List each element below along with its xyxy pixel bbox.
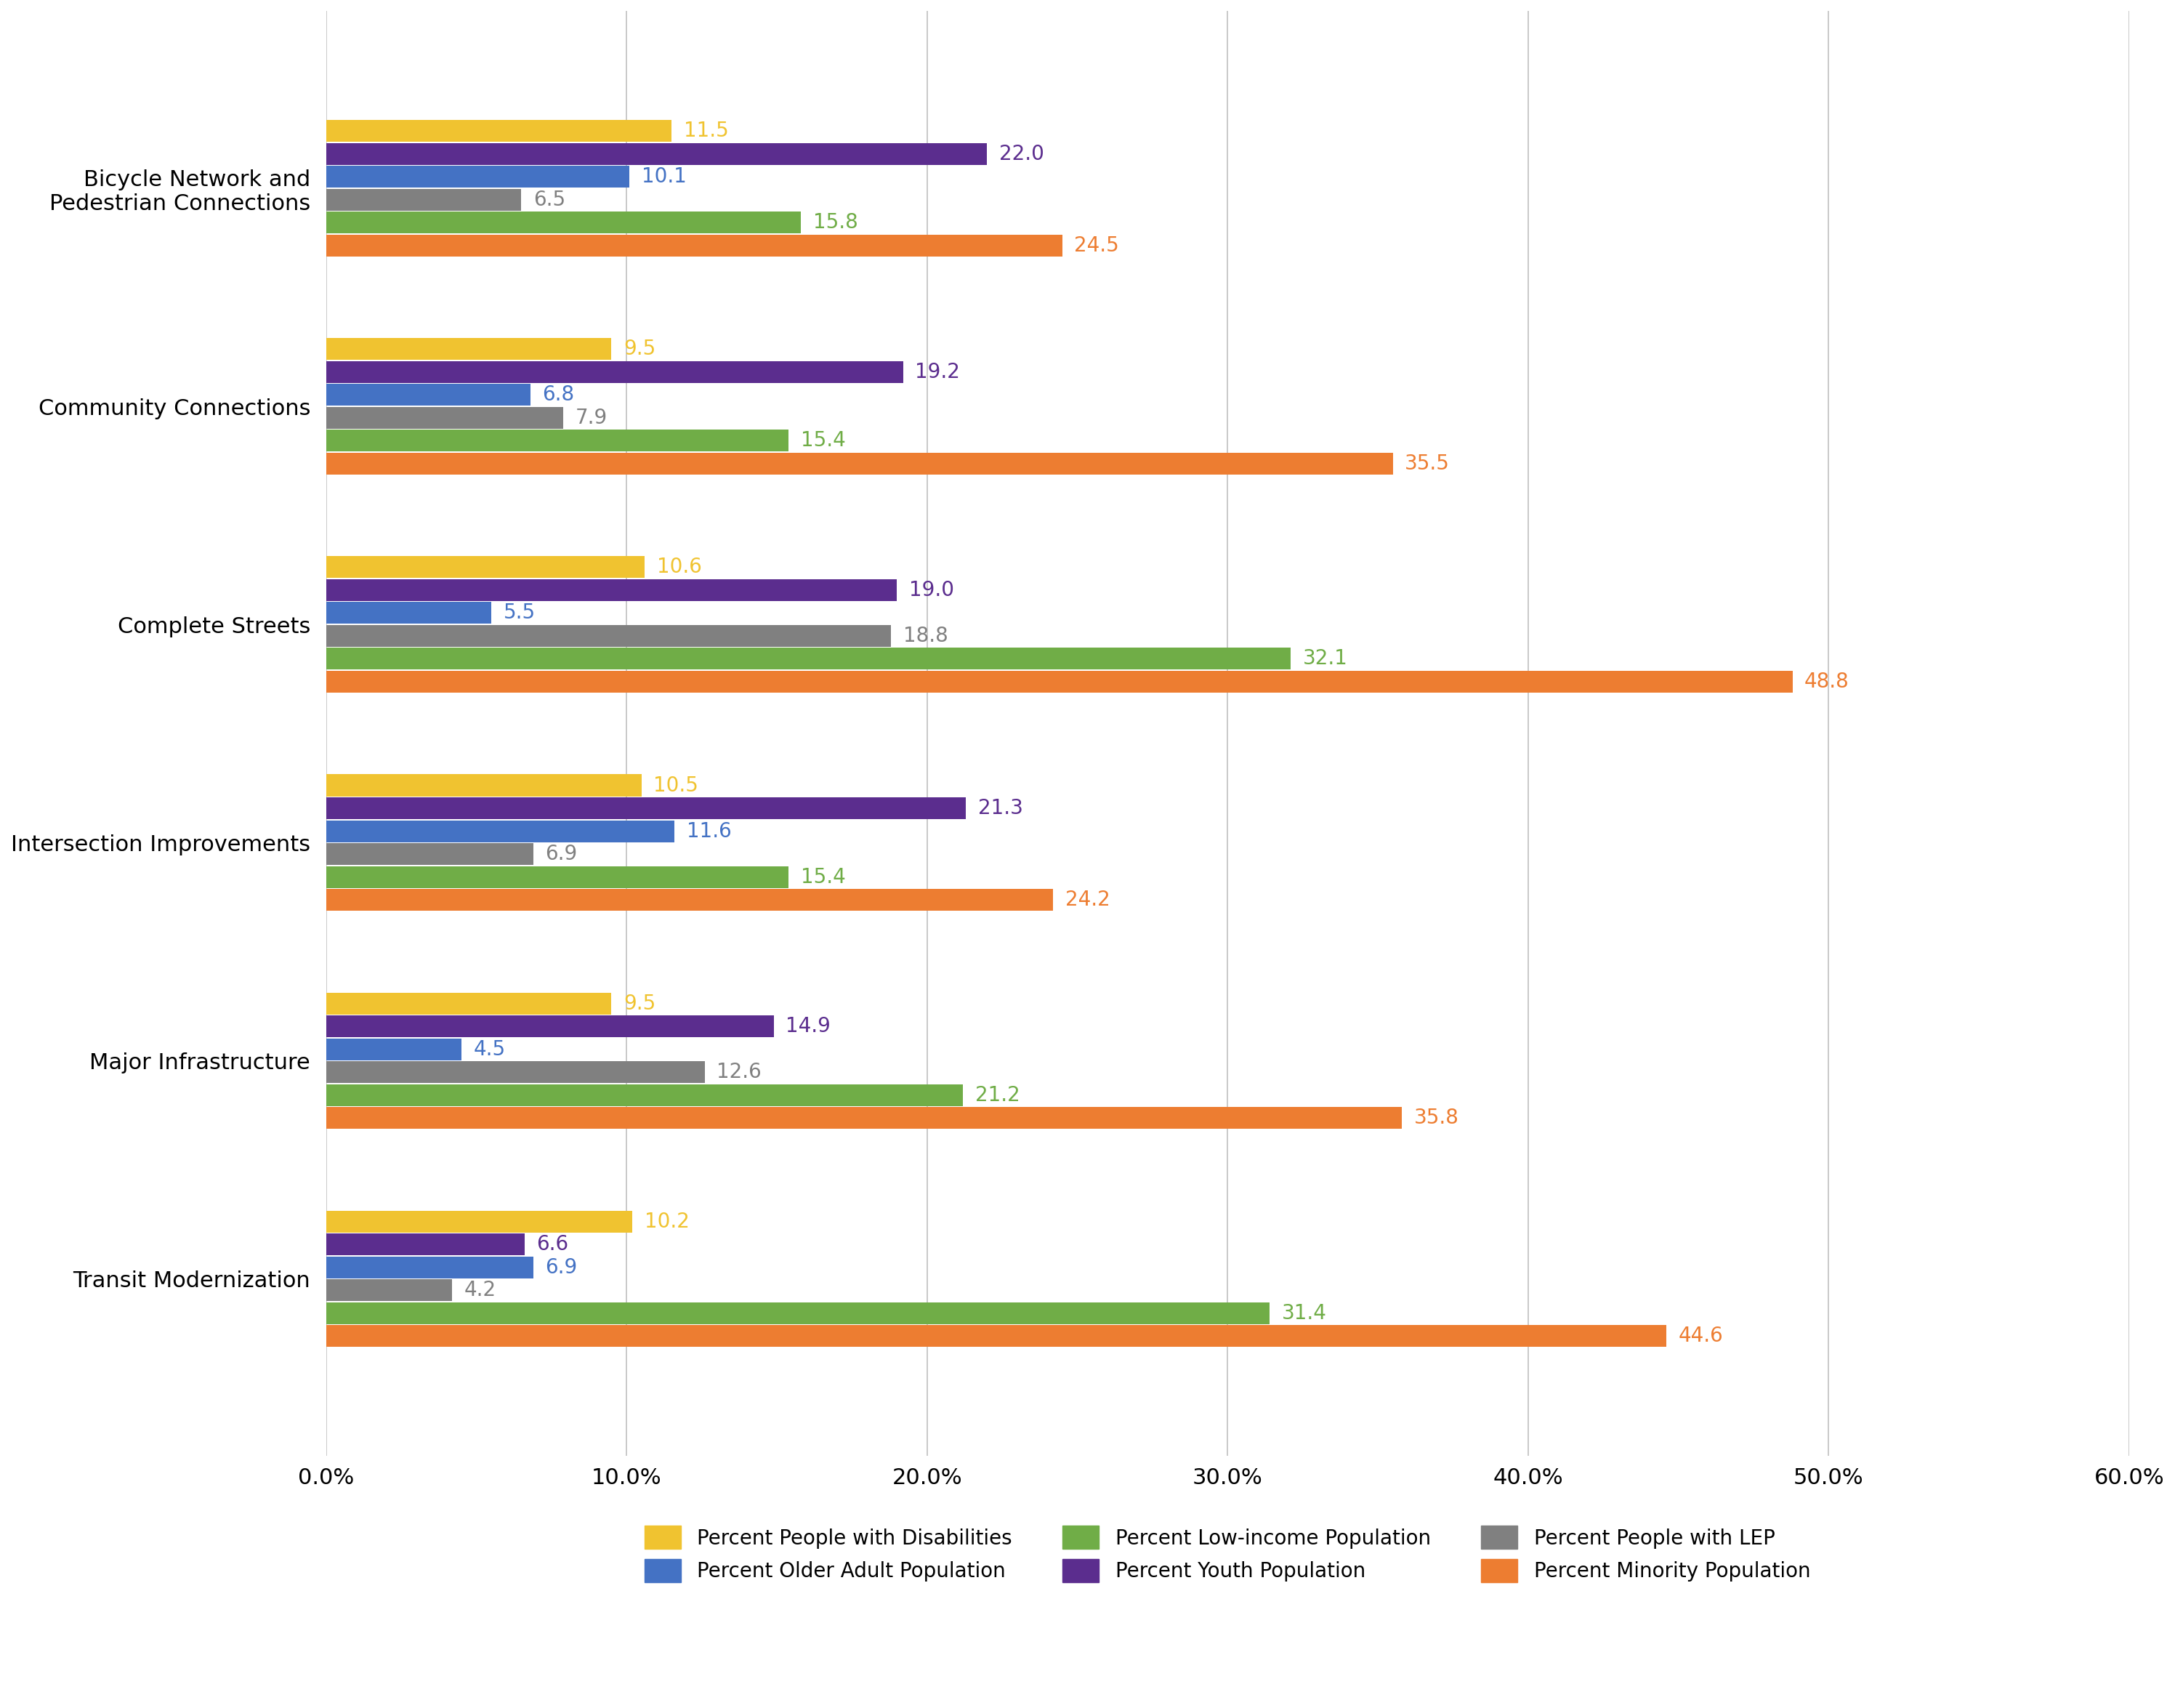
Bar	[326, 798, 966, 820]
Text: 32.1: 32.1	[1303, 649, 1348, 670]
Text: 6.6: 6.6	[537, 1235, 568, 1255]
Text: 18.8: 18.8	[903, 625, 948, 646]
Bar	[326, 603, 492, 623]
Text: 10.2: 10.2	[644, 1211, 689, 1231]
Bar	[326, 212, 800, 234]
Bar	[326, 120, 672, 142]
Text: 10.6: 10.6	[657, 557, 703, 577]
Text: 6.8: 6.8	[542, 384, 574, 405]
Text: 10.5: 10.5	[652, 775, 698, 796]
Text: 9.5: 9.5	[624, 994, 655, 1013]
Text: 4.2: 4.2	[463, 1281, 496, 1300]
Text: 9.5: 9.5	[624, 338, 655, 359]
Text: 4.5: 4.5	[474, 1038, 505, 1059]
Text: 14.9: 14.9	[785, 1016, 831, 1037]
Text: 35.8: 35.8	[1414, 1108, 1459, 1129]
Text: 44.6: 44.6	[1679, 1325, 1723, 1346]
Bar	[326, 234, 1061, 256]
Text: 5.5: 5.5	[502, 603, 535, 623]
Bar	[326, 384, 531, 407]
Bar	[326, 1257, 533, 1278]
Text: 6.9: 6.9	[546, 1257, 579, 1278]
Bar	[326, 774, 642, 796]
Bar	[326, 1301, 1270, 1324]
Bar	[326, 1061, 705, 1083]
Bar	[326, 557, 644, 577]
Text: 48.8: 48.8	[1805, 671, 1849, 692]
Bar	[326, 1279, 452, 1301]
Text: 11.6: 11.6	[687, 822, 731, 842]
Text: 6.9: 6.9	[546, 844, 579, 864]
Text: 22.0: 22.0	[998, 143, 1044, 164]
Text: 19.0: 19.0	[909, 581, 955, 600]
Text: 11.5: 11.5	[683, 121, 729, 142]
Bar	[326, 579, 896, 601]
Text: 24.5: 24.5	[1074, 236, 1120, 256]
Bar	[326, 143, 987, 164]
Text: 12.6: 12.6	[718, 1062, 761, 1083]
Bar	[326, 1211, 633, 1233]
Bar	[326, 338, 611, 360]
Text: 15.8: 15.8	[813, 212, 857, 232]
Bar	[326, 844, 533, 864]
Bar	[326, 820, 674, 842]
Text: 10.1: 10.1	[642, 166, 687, 186]
Bar	[326, 188, 522, 210]
Bar	[326, 625, 892, 647]
Bar	[326, 647, 1290, 670]
Bar	[326, 888, 1053, 910]
Bar	[326, 1016, 774, 1037]
Text: 35.5: 35.5	[1405, 453, 1451, 473]
Bar	[326, 1233, 524, 1255]
Legend: Percent People with Disabilities, Percent Older Adult Population, Percent Low-in: Percent People with Disabilities, Percen…	[637, 1518, 1818, 1590]
Bar	[326, 866, 790, 888]
Bar	[326, 992, 611, 1015]
Text: 19.2: 19.2	[916, 362, 959, 383]
Text: 15.4: 15.4	[800, 866, 846, 886]
Text: 6.5: 6.5	[533, 190, 566, 210]
Bar	[326, 430, 790, 451]
Bar	[326, 453, 1392, 475]
Bar	[326, 1038, 461, 1061]
Text: 7.9: 7.9	[576, 408, 607, 429]
Bar	[326, 360, 903, 383]
Text: 24.2: 24.2	[1066, 890, 1109, 910]
Bar	[326, 1085, 964, 1107]
Text: 21.3: 21.3	[979, 798, 1022, 818]
Bar	[326, 1325, 1666, 1348]
Text: 15.4: 15.4	[800, 430, 846, 451]
Bar	[326, 1107, 1403, 1129]
Text: 21.2: 21.2	[974, 1085, 1020, 1105]
Bar	[326, 407, 563, 429]
Bar	[326, 166, 629, 188]
Bar	[326, 671, 1792, 693]
Text: 31.4: 31.4	[1281, 1303, 1327, 1324]
